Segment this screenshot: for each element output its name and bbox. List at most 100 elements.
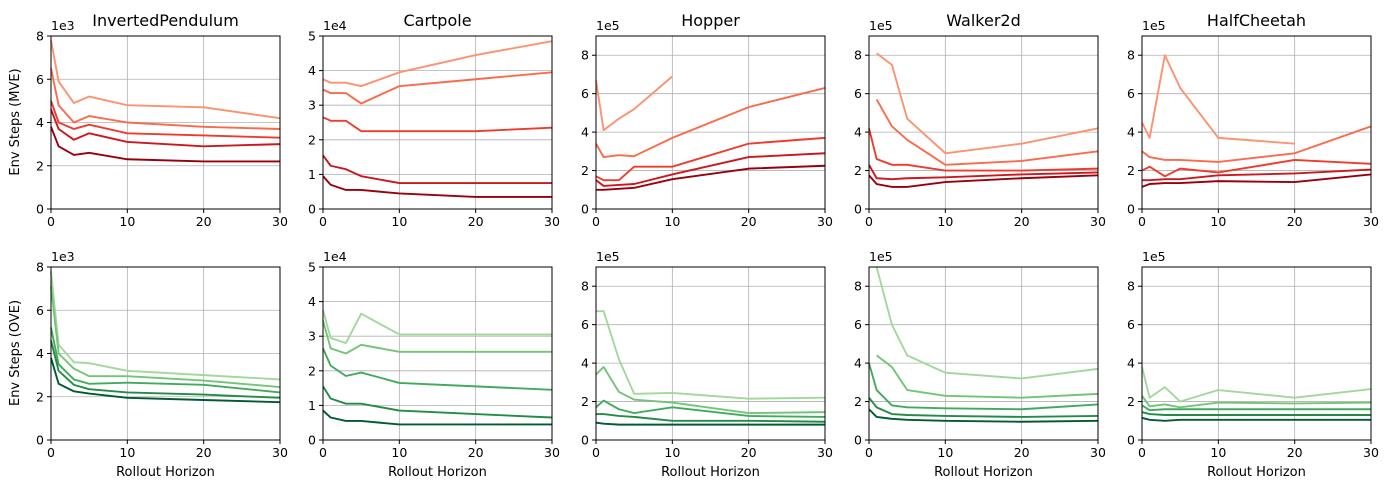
x-tick-label: 30 bbox=[1090, 214, 1106, 229]
axes-frame bbox=[322, 266, 553, 441]
y-tick-label: 8 bbox=[581, 279, 589, 294]
y-tick-label: 0 bbox=[581, 433, 589, 448]
series-line-3 bbox=[1141, 159, 1372, 178]
series-line-3 bbox=[868, 128, 1099, 172]
series-line-1 bbox=[596, 310, 826, 400]
x-tick-label: 10 bbox=[119, 445, 135, 460]
series-line-1 bbox=[1141, 366, 1372, 403]
y-tick-label: 4 bbox=[36, 346, 44, 361]
x-tick-label: 20 bbox=[1287, 445, 1303, 460]
series-line-3 bbox=[1141, 404, 1371, 412]
series-line-2 bbox=[322, 320, 552, 355]
row-label-mve: Env Steps (MVE) bbox=[8, 68, 23, 175]
series-line-5 bbox=[50, 126, 280, 163]
y-tick-label: 5 bbox=[308, 260, 316, 275]
series-line-3 bbox=[868, 362, 1099, 411]
subplot-title: Cartpole bbox=[403, 11, 471, 30]
series-line-3 bbox=[322, 347, 553, 391]
y-tick-label: 8 bbox=[854, 48, 862, 63]
axes-frame bbox=[322, 35, 553, 210]
y-tick-label: 0 bbox=[854, 433, 862, 448]
series-line-4 bbox=[322, 154, 552, 185]
y-tick-label: 8 bbox=[581, 48, 589, 63]
y-tick-label: 2 bbox=[36, 158, 44, 173]
x-tick-label: 20 bbox=[741, 445, 757, 460]
series-line-1 bbox=[322, 40, 553, 88]
y-tick-label: 2 bbox=[1127, 163, 1135, 178]
y-tick-label: 6 bbox=[36, 303, 44, 318]
x-tick-label: 20 bbox=[1287, 214, 1303, 229]
x-tick-label: 0 bbox=[865, 214, 873, 229]
x-tick-label: 0 bbox=[47, 445, 55, 460]
axes-frame bbox=[1141, 35, 1372, 210]
x-tick-label: 30 bbox=[1090, 445, 1106, 460]
x-tick-label: 30 bbox=[1363, 214, 1379, 229]
x-tick-label: 20 bbox=[741, 214, 757, 229]
subplot-r1-c0: 0 10 20 30 0 2 4 6 8 1e3 Rollout Horizon bbox=[36, 249, 288, 480]
y-tick-label: 2 bbox=[854, 163, 862, 178]
y-tick-label: 2 bbox=[1127, 394, 1135, 409]
y-tick-label: 1 bbox=[308, 398, 316, 413]
subplot-r0-c3: 0 10 20 30 0 2 4 6 8 1e5 Walker2d bbox=[854, 11, 1106, 229]
y-tick-label: 6 bbox=[1127, 317, 1135, 332]
series-line-2 bbox=[50, 68, 281, 130]
y-offset-label: 1e4 bbox=[323, 18, 347, 33]
series-line-1 bbox=[1141, 54, 1295, 145]
series-line-1 bbox=[50, 40, 281, 120]
y-tick-label: 6 bbox=[854, 317, 862, 332]
x-tick-label: 10 bbox=[391, 445, 407, 460]
y-tick-label: 3 bbox=[308, 98, 316, 113]
series-line-4 bbox=[596, 413, 826, 423]
series-line-3 bbox=[595, 136, 826, 182]
x-tick-label: 10 bbox=[937, 445, 953, 460]
series-line-3 bbox=[50, 100, 281, 139]
series-line-2 bbox=[1141, 395, 1372, 409]
y-tick-label: 4 bbox=[308, 63, 316, 78]
series-line-2 bbox=[876, 354, 1099, 399]
y-tick-label: 0 bbox=[1127, 202, 1135, 217]
subplot-r0-c4: 0 10 20 30 0 2 4 6 8 1e5 HalfCheetah bbox=[1127, 11, 1379, 229]
y-tick-label: 2 bbox=[308, 363, 316, 378]
subplot-r0-c2: 0 10 20 30 0 2 4 6 8 1e5 Hopper bbox=[581, 11, 833, 229]
y-tick-label: 4 bbox=[308, 294, 316, 309]
x-axis-label: Rollout Horizon bbox=[116, 465, 215, 480]
series-line-1 bbox=[595, 75, 673, 132]
x-tick-label: 0 bbox=[1138, 445, 1146, 460]
y-tick-label: 4 bbox=[1127, 356, 1135, 371]
axes-frame bbox=[868, 266, 1099, 441]
x-tick-label: 20 bbox=[196, 214, 212, 229]
series-line-4 bbox=[1141, 411, 1371, 416]
y-tick-label: 6 bbox=[854, 86, 862, 101]
x-tick-label: 30 bbox=[272, 445, 288, 460]
y-offset-label: 1e5 bbox=[596, 249, 620, 264]
subplot-r1-c3: 0 10 20 30 0 2 4 6 8 1e5 Rollout Horizon bbox=[854, 249, 1106, 480]
x-tick-label: 20 bbox=[1014, 214, 1030, 229]
x-tick-label: 10 bbox=[937, 214, 953, 229]
y-tick-label: 4 bbox=[854, 356, 862, 371]
y-tick-label: 0 bbox=[1127, 433, 1135, 448]
y-offset-label: 1e5 bbox=[1142, 18, 1166, 33]
y-tick-label: 8 bbox=[1127, 48, 1135, 63]
x-axis-label: Rollout Horizon bbox=[934, 465, 1033, 480]
series-line-5 bbox=[50, 357, 281, 404]
y-offset-label: 1e3 bbox=[51, 18, 75, 33]
series-line-4 bbox=[50, 340, 281, 399]
x-tick-label: 0 bbox=[592, 445, 600, 460]
series-line-1 bbox=[50, 271, 281, 381]
y-tick-label: 8 bbox=[36, 29, 44, 44]
y-tick-label: 5 bbox=[308, 29, 316, 44]
x-tick-label: 10 bbox=[1210, 214, 1226, 229]
x-tick-label: 0 bbox=[592, 214, 600, 229]
y-tick-label: 4 bbox=[581, 356, 589, 371]
y-tick-label: 0 bbox=[36, 202, 44, 217]
y-offset-label: 1e5 bbox=[596, 18, 620, 33]
x-tick-label: 0 bbox=[319, 445, 327, 460]
subplot-title: InvertedPendulum bbox=[92, 11, 239, 30]
x-tick-label: 20 bbox=[468, 445, 484, 460]
series-line-2 bbox=[50, 286, 281, 388]
y-offset-label: 1e4 bbox=[323, 249, 347, 264]
y-tick-label: 4 bbox=[854, 125, 862, 140]
y-tick-label: 2 bbox=[36, 389, 44, 404]
ylabel-mve: Env Steps (MVE) bbox=[8, 68, 23, 175]
x-axis-label: Rollout Horizon bbox=[661, 465, 760, 480]
